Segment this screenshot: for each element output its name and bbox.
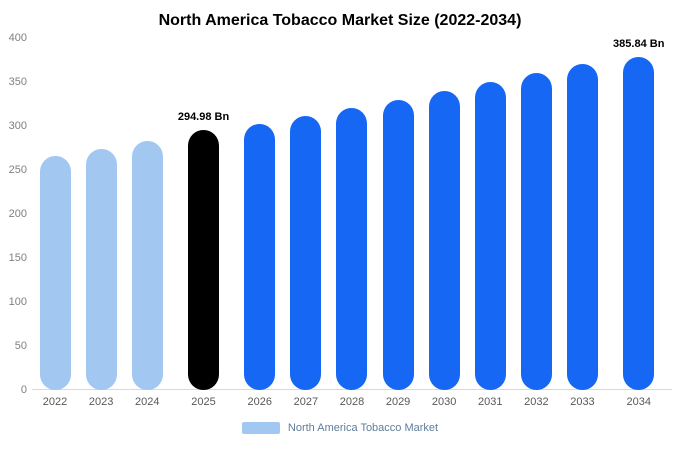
x-tick-label: 2022 <box>42 396 68 408</box>
y-tick-label: 150 <box>8 252 27 264</box>
x-tick-label: 2034 <box>626 396 651 408</box>
bar-2025 <box>188 130 220 390</box>
x-tick-label: 2030 <box>431 396 457 408</box>
y-tick-label: 100 <box>8 296 27 308</box>
x-tick-label: 2026 <box>247 396 273 408</box>
bar-column-2026: 2026 <box>244 38 276 412</box>
bar-2033 <box>566 64 598 390</box>
bar-2029 <box>382 100 414 390</box>
bar-value-label: 294.98 Bn <box>177 111 230 123</box>
bar-column-2034: 385.84 Bn 2034 <box>613 38 664 412</box>
bar-2032 <box>520 73 552 390</box>
bar-column-2032: 2032 <box>520 38 552 412</box>
bar-column-2030: 2030 <box>428 38 460 412</box>
bar-2034 <box>623 57 655 390</box>
x-tick-label: 2031 <box>478 396 503 408</box>
bar-column-2027: 2027 <box>290 38 322 412</box>
y-axis: 0 50 100 150 200 250 300 350 400 <box>2 32 32 412</box>
bar-column-2023: 2023 <box>85 38 117 412</box>
bar-column-2024: 2024 <box>131 38 163 412</box>
bar-column-2033: 2033 <box>566 38 598 412</box>
legend-label: North America Tobacco Market <box>287 422 439 434</box>
bar-chart: 0 50 100 150 200 250 300 350 400 2022 2023 2024 294… <box>0 32 680 412</box>
y-tick-label: 300 <box>8 120 27 132</box>
x-tick-label: 2025 <box>191 396 216 408</box>
bar-2030 <box>428 91 460 390</box>
bar-2027 <box>290 116 322 390</box>
x-tick-label: 2024 <box>134 396 160 408</box>
legend: North America Tobacco Market <box>0 422 680 434</box>
x-tick-label: 2027 <box>293 396 319 408</box>
bar-2022 <box>39 156 71 390</box>
chart-title: North America Tobacco Market Size (2022-… <box>158 12 522 29</box>
bar-2031 <box>474 82 506 390</box>
bar-column-2029: 2029 <box>382 38 414 412</box>
x-tick-label: 2032 <box>524 396 549 408</box>
bar-column-2022: 2022 <box>39 38 71 412</box>
y-tick-label: 50 <box>14 340 27 352</box>
bar-2024 <box>131 141 163 390</box>
y-tick-label: 350 <box>8 76 27 88</box>
plot-area: 2022 2023 2024 294.98 Bn 2025 2026 2027 2028 202… <box>32 38 672 412</box>
y-tick-label: 250 <box>8 164 27 176</box>
y-tick-label: 400 <box>8 32 27 44</box>
bar-value-label: 385.84 Bn <box>613 38 665 50</box>
bar-2023 <box>85 149 117 390</box>
bar-2028 <box>336 108 368 390</box>
x-tick-label: 2029 <box>385 396 411 408</box>
y-tick-label: 0 <box>20 384 27 396</box>
bar-column-2028: 2028 <box>336 38 368 412</box>
x-tick-label: 2023 <box>88 396 114 408</box>
bar-2026 <box>244 124 276 390</box>
bar-column-2025: 294.98 Bn 2025 <box>178 38 229 412</box>
legend-swatch <box>241 422 280 434</box>
bar-column-2031: 2031 <box>474 38 506 412</box>
x-tick-label: 2028 <box>339 396 365 408</box>
x-tick-label: 2033 <box>570 396 595 408</box>
y-tick-label: 200 <box>8 208 27 220</box>
